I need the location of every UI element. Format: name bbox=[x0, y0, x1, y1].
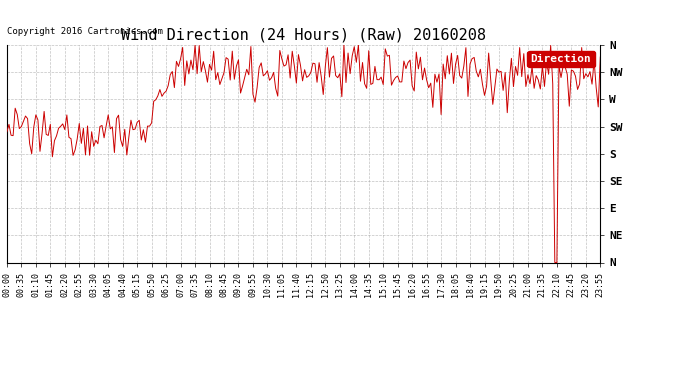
Text: Copyright 2016 Cartronics.com: Copyright 2016 Cartronics.com bbox=[7, 27, 163, 36]
Title: Wind Direction (24 Hours) (Raw) 20160208: Wind Direction (24 Hours) (Raw) 20160208 bbox=[121, 27, 486, 42]
Legend: Direction: Direction bbox=[527, 51, 595, 67]
